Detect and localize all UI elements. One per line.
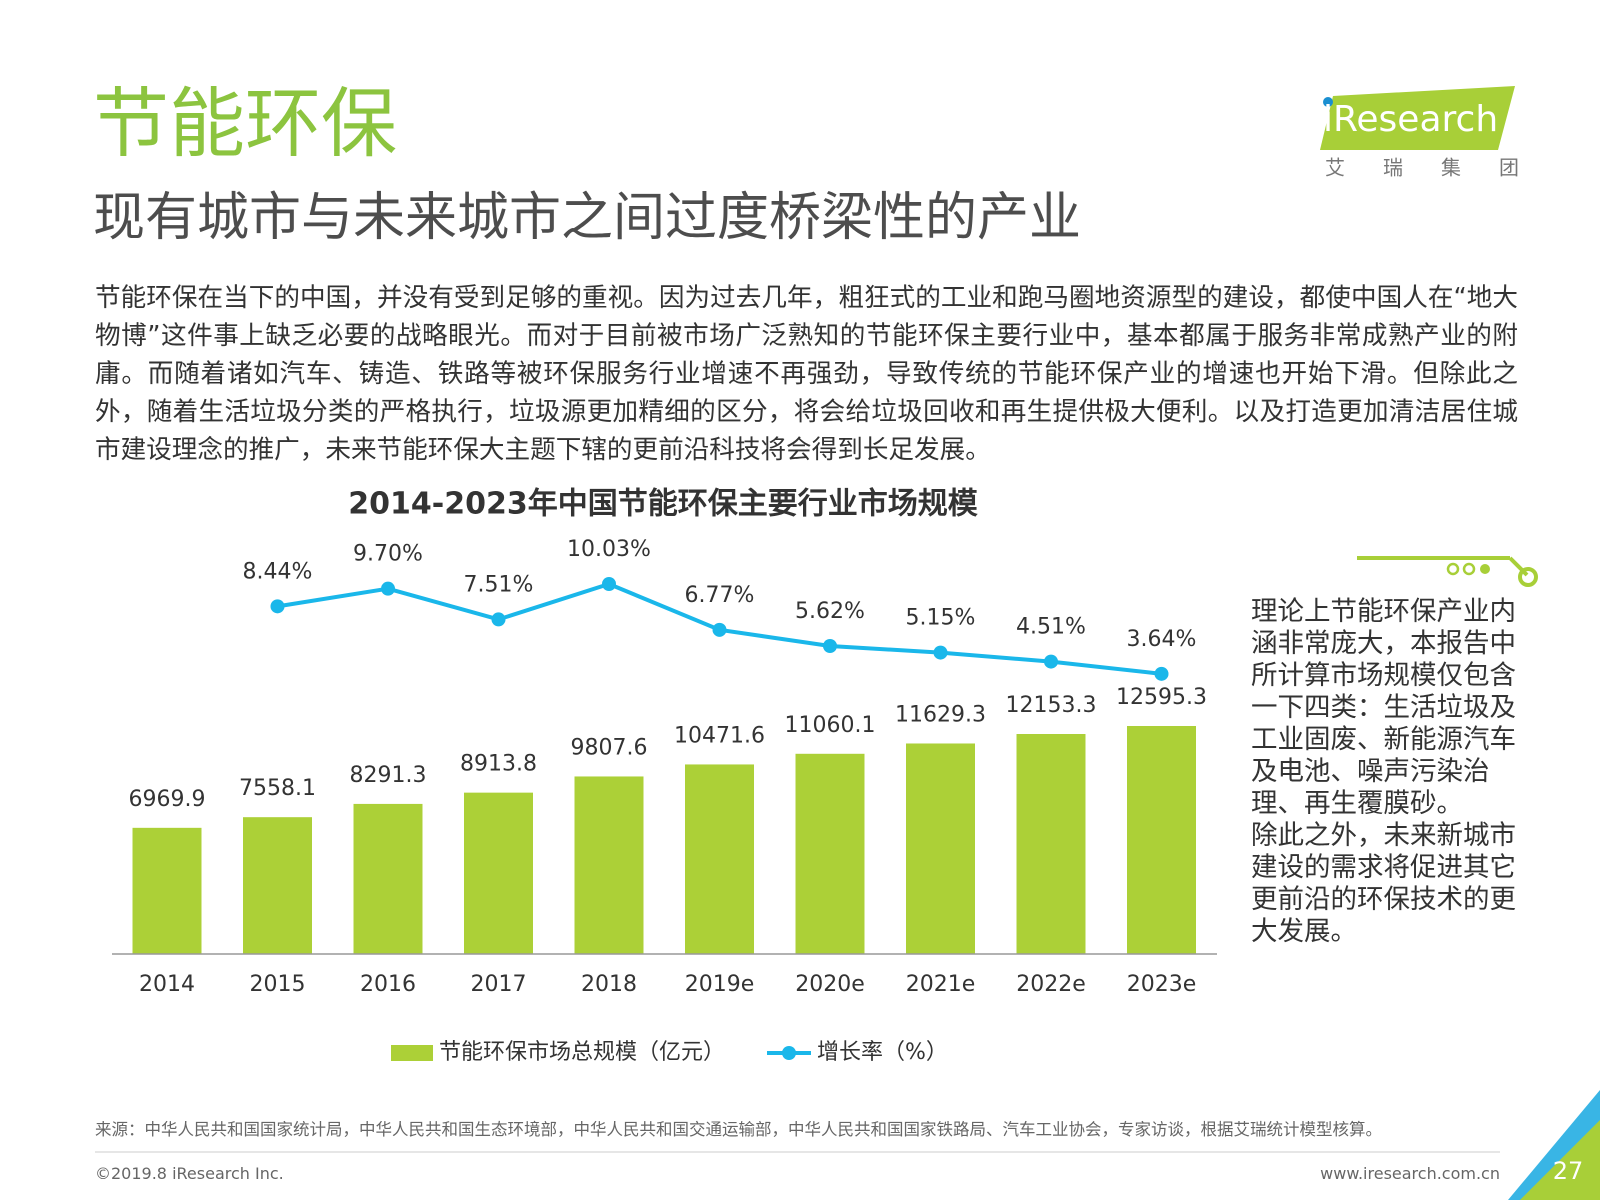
line-value-label: 7.51% <box>464 572 534 597</box>
bar <box>464 792 533 954</box>
x-tick-label: 2016 <box>360 972 416 997</box>
page-number: 27 <box>1553 1157 1584 1185</box>
page-subtitle: 现有城市与未来城市之间过度桥梁性的产业 <box>93 188 1082 248</box>
bar-value-label: 9807.6 <box>571 735 648 760</box>
line-point <box>1154 666 1169 681</box>
logo-badge <box>1320 86 1515 150</box>
logo-name: iResearch <box>1323 99 1498 140</box>
x-tick-label: 2018 <box>581 972 637 997</box>
line-value-label: 6.77% <box>685 583 755 608</box>
decor-dot <box>1446 562 1460 576</box>
plot: 6969.9 7558.1 8291.3 8913.8 9807.6 10471.6 110… <box>112 537 1217 1065</box>
line-point <box>933 645 948 660</box>
x-tick-label: 2019e <box>685 972 755 997</box>
bar <box>685 764 754 954</box>
line-point <box>491 612 506 627</box>
line-point <box>1044 654 1058 669</box>
line-value-label: 8.44% <box>243 559 313 584</box>
legend-swatch <box>391 1045 433 1061</box>
line-point <box>381 581 395 596</box>
line-point <box>270 599 285 614</box>
line-point <box>712 622 727 637</box>
line-point <box>823 638 837 653</box>
bar-value-label: 7558.1 <box>239 776 316 801</box>
legend-label: 增长率（%） <box>817 1040 948 1065</box>
bar <box>795 753 865 954</box>
bar <box>906 743 975 954</box>
bar-value-label: 8291.3 <box>350 763 427 788</box>
x-tick-label: 2021e <box>906 972 976 997</box>
x-tick-label: 2022e <box>1016 972 1086 997</box>
bar-value-label: 10471.6 <box>674 723 765 748</box>
legend-swatch <box>782 1046 796 1060</box>
x-tick-label: 2014 <box>139 972 195 997</box>
x-tick-label: 2015 <box>250 972 306 997</box>
bar <box>1127 726 1196 954</box>
bar <box>243 817 312 954</box>
source: 来源：中华人民共和国国家统计局，中华人民共和国生态环境部，中华人民共和国交通运输… <box>95 1120 1382 1139</box>
url: www.iresearch.com.cn <box>1320 1164 1500 1183</box>
line-value-label: 10.03% <box>567 537 651 562</box>
bar <box>132 827 202 954</box>
side-paragraph: 除此之外，未来新城市建设的需求将促进其它更前沿的环保技术的更大发展。 <box>1251 820 1516 947</box>
line-value-label: 5.15% <box>906 606 976 631</box>
side-note: 理论上节能环保产业内涵非常庞大，本报告中所计算市场规模仅包含一下四类：生活垃圾及… <box>1251 596 1523 948</box>
line-point <box>602 577 616 591</box>
bar <box>1016 734 1086 954</box>
x-tick-label: 2023e <box>1127 972 1197 997</box>
bar <box>574 776 644 954</box>
bar-value-label: 12153.3 <box>1006 693 1097 718</box>
body-text: 节能环保在当下的中国，并没有受到足够的重视。因为过去几年，粗狂式的工业和跑马圈地… <box>95 283 1518 465</box>
chart-title: 2014-2023年中国节能环保主要行业市场规模 <box>348 487 977 522</box>
copyright: ©2019.8 iResearch Inc. <box>95 1164 284 1183</box>
bar-value-label: 12595.3 <box>1116 685 1207 710</box>
decor-line <box>1508 556 1529 577</box>
x-tick-label: 2017 <box>471 972 527 997</box>
logo-tagline: 艾瑞集团 <box>1325 156 1557 180</box>
line-value-label: 4.51% <box>1016 615 1086 640</box>
legend-label: 节能环保市场总规模（亿元） <box>439 1040 725 1065</box>
logo-dot <box>1323 97 1333 107</box>
bar-value-label: 6969.9 <box>129 787 206 812</box>
decor-dot <box>1518 567 1538 587</box>
bar <box>353 803 423 954</box>
page-title: 节能环保 <box>93 79 397 168</box>
x-tick-label: 2020e <box>795 972 865 997</box>
line-value-label: 5.62% <box>795 599 865 624</box>
bar-value-label: 11629.3 <box>895 702 986 727</box>
line-value-label: 3.64% <box>1127 627 1197 652</box>
decor-dot <box>1480 564 1490 574</box>
corner-green <box>1520 1120 1600 1200</box>
bar-value-label: 8913.8 <box>460 752 537 777</box>
decor-dot <box>1462 562 1476 576</box>
line-value-label: 9.70% <box>353 542 423 567</box>
bar-value-label: 11060.1 <box>785 713 876 738</box>
side-paragraph: 理论上节能环保产业内涵非常庞大，本报告中所计算市场规模仅包含一下四类：生活垃圾及… <box>1251 596 1516 819</box>
